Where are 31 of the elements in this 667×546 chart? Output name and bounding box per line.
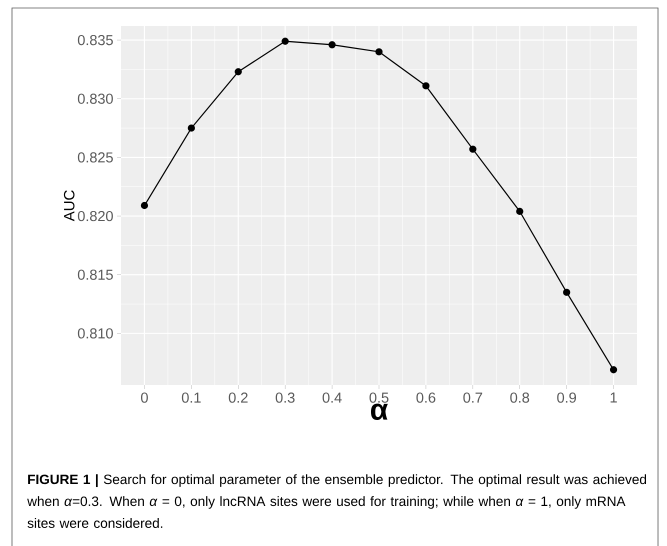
x-tick-label: 0 bbox=[141, 392, 148, 403]
point bbox=[328, 41, 336, 48]
x-tick-label: 0.6 bbox=[416, 392, 436, 403]
point bbox=[610, 366, 618, 374]
x-tick-label: 0.4 bbox=[322, 392, 342, 403]
point bbox=[422, 82, 430, 90]
point bbox=[282, 38, 289, 45]
y-axis-title: AUC bbox=[64, 190, 74, 222]
x-tick-label: 1 bbox=[610, 392, 617, 402]
x-tick-label: 0.2 bbox=[228, 392, 248, 403]
y-tick-label: 0.835 bbox=[78, 34, 113, 46]
y-tick-label: 0.825 bbox=[78, 152, 113, 163]
x-tick-label: 0.7 bbox=[463, 392, 482, 403]
x-tick-label: 0.1 bbox=[182, 392, 201, 403]
point bbox=[469, 146, 476, 153]
point bbox=[563, 288, 570, 296]
y-tick-label: 0.830 bbox=[78, 94, 113, 104]
x-tick-label: 0.3 bbox=[276, 392, 295, 403]
x-tick-label: 0.5 bbox=[370, 392, 388, 403]
point bbox=[140, 202, 148, 210]
text: FIGURE 1 | Search for optimal parameter of the ensemble predictor. The optimal result was achieved when α=0.3. When α = 0, only lncRNA sites were used for training; while when α = 1, only mRNA sites were considered. bbox=[27, 474, 646, 528]
point bbox=[234, 68, 242, 76]
y-tick-label: 0.810 bbox=[78, 328, 113, 338]
point bbox=[516, 208, 524, 215]
x-axis-title: α bbox=[370, 404, 388, 420]
point bbox=[188, 124, 195, 132]
x-tick-label: 0.8 bbox=[510, 392, 530, 403]
x-tick-label: 0.9 bbox=[557, 392, 576, 403]
y-tick-label: 0.815 bbox=[78, 270, 113, 280]
y-tick-label: 0.820 bbox=[78, 210, 113, 222]
point bbox=[375, 48, 383, 56]
